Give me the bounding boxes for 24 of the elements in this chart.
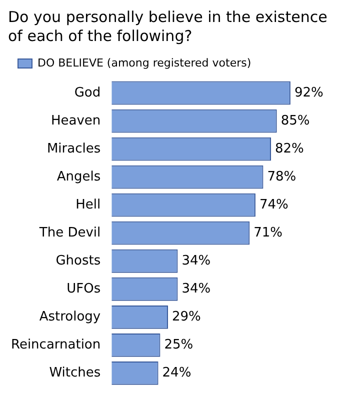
- data-label: 24%: [162, 366, 192, 381]
- data-label: 78%: [267, 169, 296, 184]
- y-tick-label: Ghosts: [56, 253, 101, 268]
- y-tick-label: Hell: [76, 197, 101, 212]
- y-tick-label: God: [74, 85, 101, 100]
- data-label: 34%: [182, 253, 211, 268]
- y-tick-label: Witches: [49, 366, 101, 381]
- y-tick-label: UFOs: [66, 282, 101, 297]
- data-label: 71%: [254, 225, 283, 240]
- y-tick-label: Reincarnation: [10, 338, 101, 353]
- data-label: 25%: [164, 338, 194, 353]
- y-tick-label: The Devil: [38, 225, 101, 240]
- y-tick-label: Angels: [56, 169, 101, 184]
- data-label: 92%: [294, 85, 324, 100]
- y-tick-label: Heaven: [50, 113, 101, 128]
- data-label: 34%: [182, 282, 211, 297]
- data-label: 74%: [259, 197, 288, 212]
- data-label: 85%: [280, 113, 310, 128]
- data-label: 29%: [172, 310, 201, 325]
- y-tick-label: Astrology: [39, 310, 101, 325]
- legend-label: DO BELIEVE (among registered voters): [38, 56, 252, 70]
- y-tick-label: Miracles: [46, 141, 101, 156]
- chart-title: Do you personally believe in the existence of each of the following?: [8, 8, 328, 46]
- data-label: 82%: [275, 141, 304, 156]
